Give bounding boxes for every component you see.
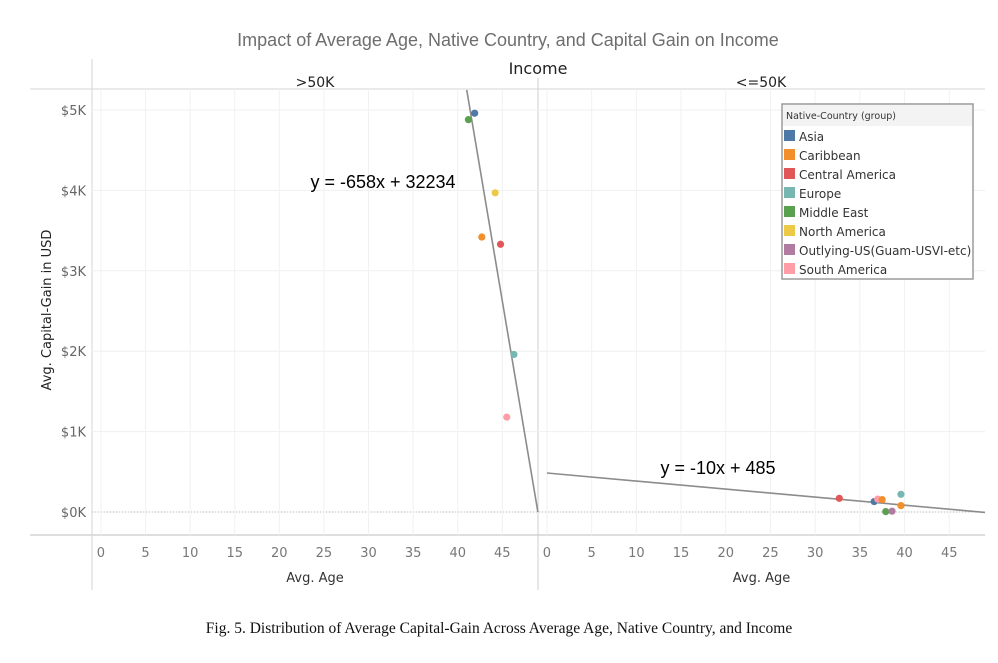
data-point (464, 116, 473, 124)
trend-line (465, 89, 539, 513)
x-axis-label: Avg. Age (733, 571, 790, 586)
trend-equation: y = -658x + 32234 (310, 172, 455, 192)
panel-gt50k: >50K 0 5 10 15 20 25 30 35 40 45 Avg. Age y = -658x … (97, 75, 539, 586)
x-tick-label: 15 (226, 546, 243, 561)
y-tick-label: $2K (61, 345, 87, 360)
data-point (471, 109, 479, 117)
y-tick-label: $0K (61, 506, 87, 521)
trend-line (546, 472, 986, 514)
x-tick-label: 20 (717, 546, 734, 561)
y-axis-label: Avg. Capital-Gain in USD (40, 230, 55, 391)
legend-title-bg (783, 105, 972, 126)
column-header: Income (509, 59, 568, 78)
legend-item-label: Caribbean (799, 149, 861, 163)
legend-swatch (784, 225, 795, 236)
data-point (878, 495, 886, 504)
data-point (897, 490, 905, 498)
x-tick-label: 40 (449, 546, 466, 561)
x-tick-label: 5 (141, 546, 149, 561)
x-tick-label: 5 (587, 546, 595, 561)
panel-header: >50K (296, 75, 336, 91)
legend-item-label: Central America (799, 168, 896, 182)
y-tick-label: $5K (61, 104, 87, 119)
x-tick-label: 30 (360, 546, 377, 561)
data-point (503, 413, 511, 421)
legend-item-label: Middle East (799, 206, 869, 220)
x-tick-label: 25 (762, 546, 779, 561)
data-point (496, 240, 505, 248)
legend-swatch (784, 206, 795, 217)
x-tick-label: 45 (941, 546, 958, 561)
y-tick-label: $3K (61, 265, 87, 280)
x-tick-label: 0 (97, 546, 105, 561)
x-tick-label: 30 (807, 546, 824, 561)
x-tick-label: 40 (896, 546, 913, 561)
x-tick-label: 0 (543, 546, 551, 561)
y-tick-label: $1K (61, 426, 87, 441)
data-point (510, 350, 518, 359)
legend-swatch (784, 149, 795, 160)
y-tick-label: $4K (61, 184, 87, 199)
x-tick-label: 10 (182, 546, 199, 561)
x-tick-label: 25 (316, 546, 333, 561)
legend-item-label: Outlying-US(Guam-USVI-etc) (799, 244, 971, 258)
legend-swatch (784, 263, 795, 274)
x-tick-label: 45 (494, 546, 511, 561)
legend-swatch (784, 168, 795, 179)
panel-le50k: <=50K 0 5 10 15 20 25 30 35 40 45 Avg. Age y = -10x … (543, 75, 986, 586)
chart-title: Impact of Average Age, Native Country, a… (237, 30, 779, 50)
data-point (835, 494, 843, 502)
trend-equation: y = -10x + 485 (660, 458, 775, 478)
legend-box (781, 103, 974, 280)
legend-swatch (784, 244, 795, 255)
legend-item-label: Asia (799, 130, 824, 144)
legend[interactable]: Native-Country (group) Asia Caribbean Centr… (781, 103, 974, 280)
x-tick-label: 35 (852, 546, 869, 561)
data-point (882, 507, 890, 516)
data-point (897, 501, 905, 510)
x-tick-label: 35 (405, 546, 422, 561)
x-axis-label: Avg. Age (286, 571, 343, 586)
data-point (491, 189, 499, 197)
x-tick-label: 15 (673, 546, 690, 561)
legend-item-label: South America (799, 263, 887, 277)
legend-item-label: North America (799, 225, 886, 239)
legend-item-label: Europe (799, 187, 841, 201)
figure-caption: Fig. 5. Distribution of Average Capital-… (205, 620, 793, 637)
chart-panels: >50K 0 5 10 15 20 25 30 35 40 45 Avg. Age y = -658x … (97, 75, 986, 586)
data-point (478, 233, 486, 241)
legend-title: Native-Country (group) (786, 111, 896, 122)
legend-swatch (784, 187, 795, 198)
x-tick-label: 20 (271, 546, 288, 561)
panel-header: <=50K (736, 75, 787, 91)
x-tick-label: 10 (628, 546, 645, 561)
legend-swatch (784, 130, 795, 141)
data-point (888, 507, 896, 515)
